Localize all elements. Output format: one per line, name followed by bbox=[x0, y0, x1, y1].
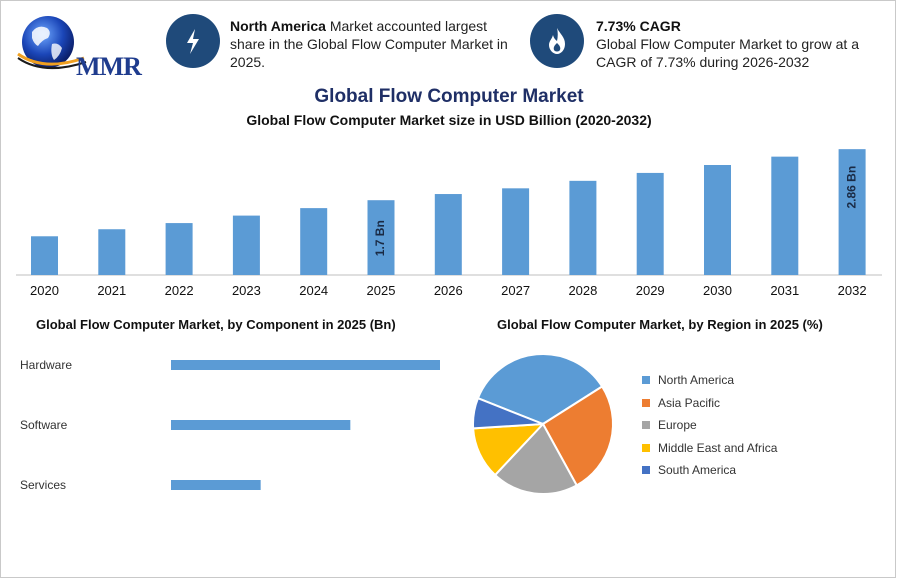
region-chart-title: Global Flow Computer Market, by Region i… bbox=[497, 317, 823, 332]
pie-slice-south-america bbox=[472, 396, 544, 430]
info-right-body: Global Flow Computer Market to grow at a… bbox=[596, 36, 859, 70]
bar-data-label: 2.86 Bn bbox=[844, 166, 858, 209]
bar-2025 bbox=[367, 200, 395, 275]
x-tick-label: 2024 bbox=[299, 283, 328, 298]
x-tick-label: 2025 bbox=[367, 283, 396, 298]
flame-icon bbox=[549, 28, 565, 54]
component-label-software: Software bbox=[20, 418, 68, 432]
component-label-services: Services bbox=[20, 478, 66, 492]
component-label-hardware: Hardware bbox=[20, 358, 72, 372]
component-bar-hardware bbox=[171, 360, 440, 370]
bar-2022 bbox=[165, 223, 193, 275]
pie-slice-asia-pacific bbox=[541, 385, 614, 487]
mmr-logo: MMR bbox=[14, 14, 142, 81]
bar-2030 bbox=[704, 165, 731, 275]
legend-swatch bbox=[642, 398, 650, 407]
pie-slice-europe bbox=[493, 422, 579, 495]
bar-data-label: 1.7 Bn bbox=[373, 220, 387, 256]
bar-2023 bbox=[232, 215, 260, 275]
info-left-text: North America Market accounted largest s… bbox=[230, 17, 515, 71]
info-right-bold: 7.73% CAGR bbox=[596, 18, 681, 34]
pie-slice-north-america bbox=[476, 353, 604, 426]
info-right-text: 7.73% CAGR Global Flow Computer Market t… bbox=[596, 17, 886, 71]
bar-2024 bbox=[300, 208, 328, 275]
x-tick-label: 2020 bbox=[30, 283, 59, 298]
x-tick-label: 2027 bbox=[501, 283, 530, 298]
bar-2032 bbox=[838, 149, 866, 275]
x-tick-label: 2032 bbox=[838, 283, 867, 298]
logo-text: MMR bbox=[76, 52, 142, 81]
component-bar-chart: Hardware Software Services bbox=[20, 358, 440, 492]
x-tick-label: 2028 bbox=[568, 283, 597, 298]
x-tick-label: 2026 bbox=[434, 283, 463, 298]
legend-label: Middle East and Africa bbox=[658, 440, 778, 455]
x-tick-label: 2021 bbox=[97, 283, 126, 298]
legend-label: Europe bbox=[658, 418, 697, 432]
x-tick-label: 2022 bbox=[165, 283, 194, 298]
info-left-body: Market accounted largest share in the Gl… bbox=[230, 18, 508, 70]
x-tick-label: 2030 bbox=[703, 283, 732, 298]
bar-2021 bbox=[98, 229, 126, 275]
bar-2020 bbox=[31, 236, 58, 275]
component-bar-services bbox=[171, 480, 261, 490]
globe-icon bbox=[17, 16, 87, 70]
info-right-badge bbox=[530, 14, 584, 68]
market-size-bar-chart: 2020 2021 2022 2023 2024 2025 1.7 Bn 2026 2027 20… bbox=[16, 149, 882, 298]
component-chart-title: Global Flow Computer Market, by Componen… bbox=[36, 317, 396, 332]
bar-2026 bbox=[434, 194, 462, 275]
info-left-badge bbox=[166, 14, 220, 68]
legend-swatch bbox=[642, 421, 650, 429]
legend-label: North America bbox=[658, 373, 735, 387]
x-tick-label: 2031 bbox=[770, 283, 799, 298]
lightning-icon bbox=[187, 29, 199, 54]
bar-chart-title: Global Flow Computer Market size in USD … bbox=[246, 112, 652, 128]
bar-2031 bbox=[771, 156, 799, 275]
info-left-bold: North America bbox=[230, 18, 326, 34]
legend-label: Asia Pacific bbox=[658, 395, 721, 410]
page-title: Global Flow Computer Market bbox=[314, 86, 584, 107]
x-tick-label: 2023 bbox=[232, 283, 261, 298]
bar-2028 bbox=[569, 180, 597, 275]
legend-label: South America bbox=[658, 463, 737, 477]
legend-swatch bbox=[642, 466, 650, 474]
legend-swatch bbox=[642, 443, 650, 452]
legend-swatch bbox=[642, 376, 650, 384]
bar-2027 bbox=[502, 188, 530, 275]
bar-2029 bbox=[636, 172, 664, 275]
component-bar-software bbox=[171, 420, 351, 430]
region-pie-chart bbox=[472, 353, 614, 495]
x-tick-label: 2029 bbox=[636, 283, 665, 298]
